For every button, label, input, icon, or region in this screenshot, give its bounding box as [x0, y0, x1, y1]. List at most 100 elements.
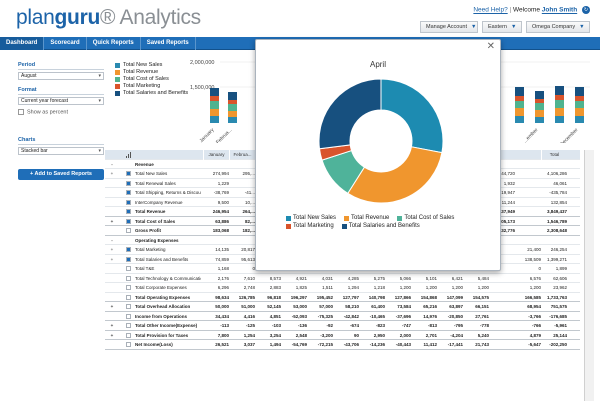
table-cell: 138,509 [524, 256, 541, 262]
bar-segment [228, 92, 237, 100]
collapse-icon[interactable]: - [111, 237, 113, 243]
donut-slice[interactable] [318, 78, 382, 150]
row-checkbox[interactable] [126, 199, 131, 205]
bar-segment [535, 103, 544, 110]
legend-label: Total Marketing [293, 223, 334, 229]
tab-scorecard[interactable]: Scorecard [44, 37, 87, 50]
table-row: Total Corporate Expenses 6,296 2,748 2,883 1… [105, 283, 580, 293]
row-checkbox[interactable] [126, 285, 131, 290]
tab-quick-reports[interactable]: Quick Reports [87, 37, 141, 50]
table-cell: 154,868 [420, 294, 437, 300]
row-label: Operating Expenses [135, 237, 179, 243]
donut-legend-item[interactable]: Total Salaries and Benefits [341, 222, 420, 230]
column-header[interactable]: Total [541, 150, 567, 160]
row-checkbox[interactable] [126, 275, 131, 281]
table-cell: 0 [538, 266, 541, 271]
chevron-down-icon: ▼ [510, 24, 517, 30]
table-cell: -42,842 [343, 313, 359, 319]
row-label: Total Revenue [135, 209, 166, 214]
table-cell: -92 [326, 323, 333, 328]
table-cell: 63,886 [215, 218, 229, 224]
app-logo[interactable]: planguru® Analytics [16, 6, 201, 29]
show-percent-option[interactable]: Show as percent [18, 109, 104, 115]
vertical-scrollbar[interactable] [584, 150, 594, 401]
legend-swatch [115, 69, 120, 75]
expand-icon[interactable]: + [110, 256, 114, 262]
table-cell: -3,766 [528, 313, 541, 319]
table-cell: -37,696 [395, 313, 411, 319]
donut-slice[interactable] [347, 146, 443, 204]
row-checkbox[interactable] [126, 294, 131, 300]
table-cell: 6,576 [529, 275, 541, 281]
legend-item: Total Marketing [115, 83, 190, 89]
row-checkbox[interactable] [126, 180, 131, 186]
expand-icon[interactable]: + [110, 304, 114, 309]
table-cell: 1,168 [217, 266, 229, 271]
column-header[interactable]: January [203, 150, 229, 160]
show-percent-checkbox[interactable] [18, 109, 24, 115]
chart-type-select[interactable]: Stacked bar [18, 147, 104, 156]
tab-saved-reports[interactable]: Saved Reports [141, 37, 196, 50]
row-checkbox[interactable] [126, 304, 131, 309]
modal-chart-title: April [369, 60, 386, 69]
row-checkbox[interactable] [126, 218, 131, 224]
expand-icon[interactable]: + [110, 332, 114, 338]
row-checkbox[interactable] [126, 313, 131, 319]
row-checkbox[interactable] [126, 247, 131, 252]
collapse-icon[interactable]: - [111, 161, 113, 167]
help-link[interactable]: Need Help? [473, 6, 508, 14]
donut-legend-item[interactable]: Total Revenue [344, 214, 389, 222]
donut-legend-item[interactable]: Total Cost of Sales [397, 214, 454, 222]
row-checkbox[interactable] [126, 209, 131, 214]
period-select[interactable]: August [18, 72, 104, 80]
row-checkbox[interactable] [126, 256, 131, 262]
user-name-link[interactable]: John Smith [541, 6, 578, 14]
expand-icon[interactable]: + [110, 171, 114, 176]
table-cell: -40,443 [395, 342, 411, 347]
table-cell: 25,144 [553, 332, 567, 338]
bar-segment [555, 116, 564, 123]
row-checkbox[interactable] [126, 323, 131, 328]
bar-segment [515, 108, 524, 116]
chart-bars-icon[interactable] [126, 152, 132, 158]
expand-icon[interactable]: + [110, 323, 114, 328]
table-cell: 147,099 [446, 294, 463, 300]
manage-account-dropdown[interactable]: Manage Account ▼ [420, 21, 478, 33]
top-header: planguru® Analytics Need Help? | Welcome… [0, 0, 600, 37]
row-checkbox[interactable] [126, 266, 131, 271]
column-header[interactable]: Februa... [229, 150, 255, 160]
region-dropdown[interactable]: Eastern ▼ [482, 21, 522, 33]
x-tick-label: ...ember [522, 127, 539, 143]
table-cell: 4,285 [347, 275, 359, 281]
table-cell: 63,897 [449, 304, 463, 309]
table-cell: 205,173 [498, 218, 515, 224]
legend-label: Total Salaries and Benefits [348, 223, 420, 229]
donut-legend-item[interactable]: Total Marketing [286, 222, 334, 230]
close-icon[interactable]: ✕ [486, 41, 495, 52]
table-cell: 4,106,286 [546, 171, 567, 176]
welcome-text: Welcome [513, 6, 540, 14]
row-checkbox[interactable] [126, 342, 131, 347]
donut-slice[interactable] [380, 78, 444, 154]
company-dropdown[interactable]: Omega Company ▼ [526, 21, 590, 33]
table-cell: 3,037 [243, 342, 255, 347]
add-to-saved-reports-button[interactable]: + Add to Saved Reports [18, 169, 104, 181]
row-checkbox[interactable] [126, 228, 131, 233]
row-checkbox[interactable] [126, 190, 131, 195]
table-cell: 2,883 [269, 285, 281, 290]
bar-segment [515, 116, 524, 123]
tab-dashboard[interactable]: Dashboard [0, 37, 45, 50]
row-label: Total Cost of Sales [135, 218, 176, 224]
table-cell: -674 [349, 323, 359, 328]
sign-out-icon[interactable]: ↻ [582, 6, 590, 14]
expand-icon[interactable]: + [110, 218, 114, 224]
donut-legend-item[interactable]: Total New Sales [286, 214, 336, 222]
format-select[interactable]: Current year forecast [18, 97, 104, 105]
table-cell: -54,769 [291, 342, 307, 347]
row-checkbox[interactable] [126, 332, 131, 338]
table-cell: 5,101 [425, 275, 437, 281]
row-checkbox[interactable] [126, 171, 131, 176]
row-label: Total Renewal Sales [135, 180, 176, 186]
legend-swatch [397, 215, 403, 221]
expand-icon[interactable]: + [110, 247, 114, 252]
